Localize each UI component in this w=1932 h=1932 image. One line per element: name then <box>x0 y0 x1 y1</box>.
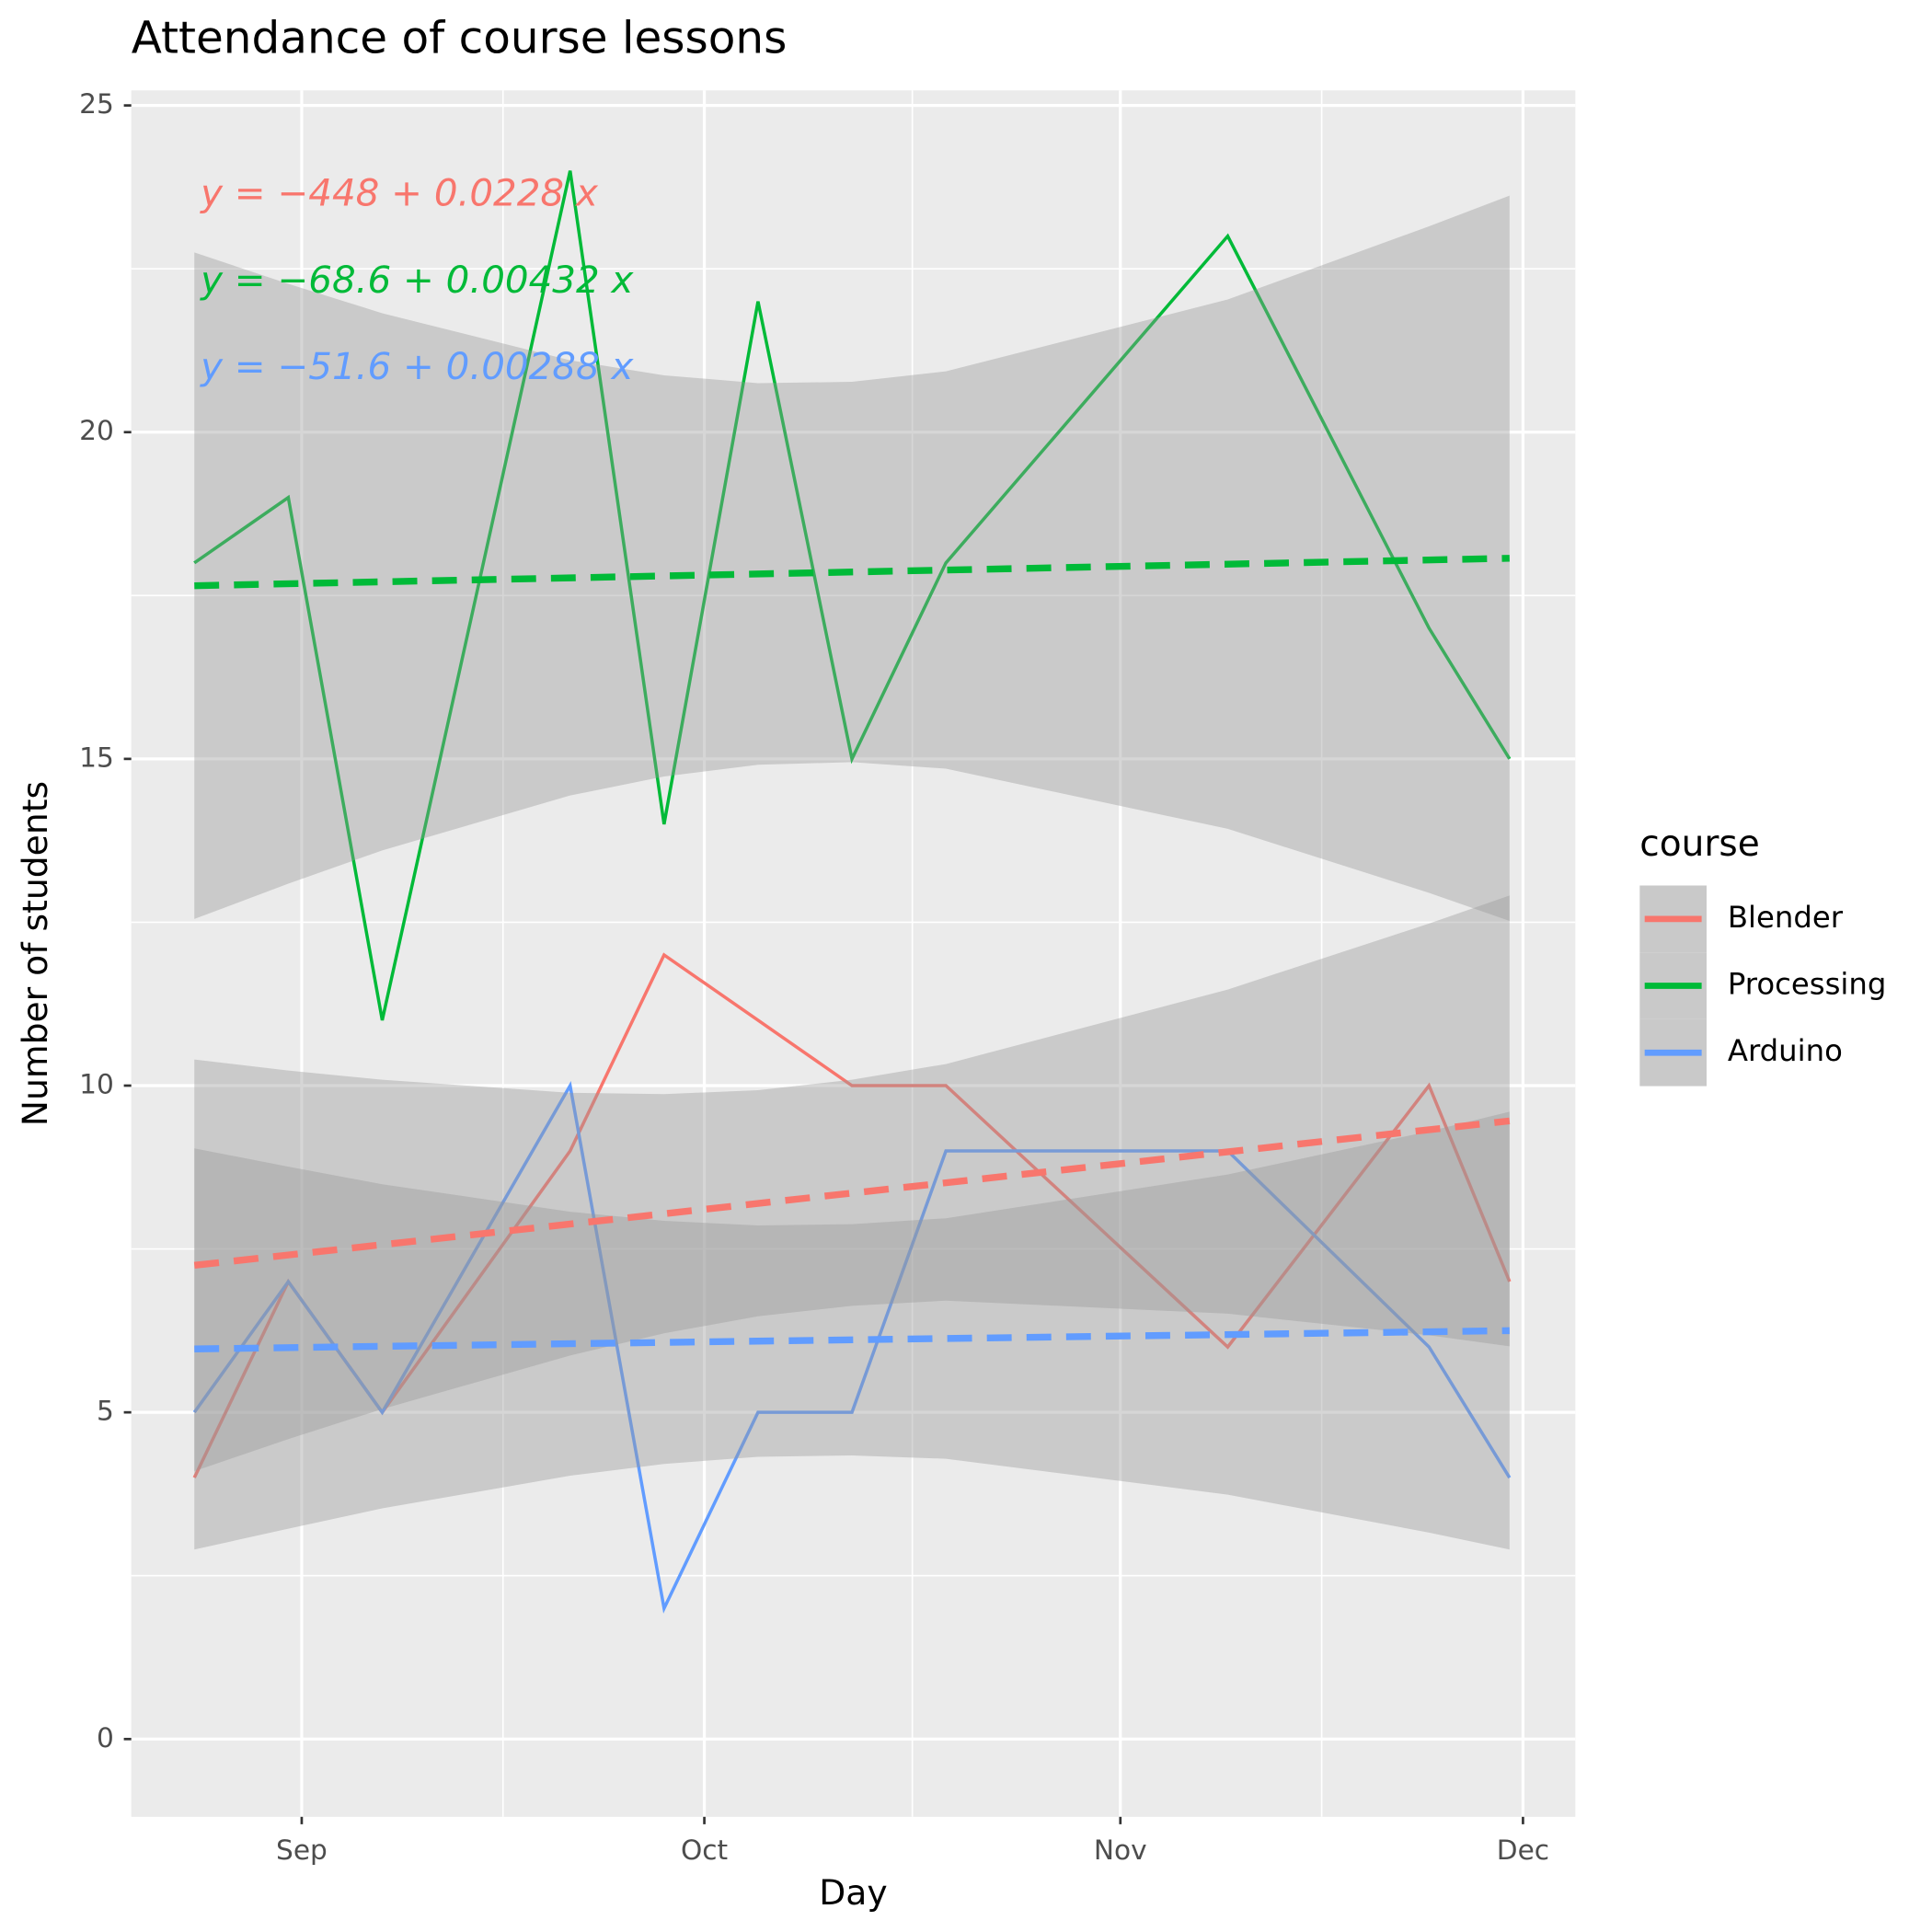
legend: Blender Processing Arduino <box>1639 885 1886 1087</box>
x-tick-label: Dec <box>1497 1834 1549 1866</box>
trend-line <box>194 555 1510 590</box>
x-tick-label: Nov <box>1094 1834 1147 1866</box>
legend-label: Blender <box>1728 900 1844 935</box>
x-tick-label: Sep <box>276 1834 328 1866</box>
series-line <box>193 170 1512 1021</box>
trend-line <box>194 1327 1510 1352</box>
y-tick-label: 25 <box>79 88 114 120</box>
legend-title: course <box>1639 823 1759 865</box>
y-tick-label: 0 <box>97 1722 114 1754</box>
marks: y = −448 + 0.0228 x y = −68.6 + 0.00432 x… <box>192 170 1512 1614</box>
y-tick-label: 15 <box>79 742 114 773</box>
chart-title: Attendance of course lessons <box>132 12 788 63</box>
series-line <box>192 1080 1512 1614</box>
equation-label: y = −448 + 0.0228 x <box>200 172 599 215</box>
confidence-band <box>194 1111 1510 1550</box>
y-axis-title: Number of students <box>15 781 55 1126</box>
panel <box>131 90 1576 1817</box>
equation-label: y = −68.6 + 0.00432 x <box>200 259 634 302</box>
y-tick-label: 20 <box>79 415 114 446</box>
x-axis-title: Day <box>819 1872 887 1913</box>
y-tick-label: 10 <box>79 1069 114 1100</box>
confidence-band <box>194 195 1510 922</box>
confidence-band <box>194 895 1510 1472</box>
legend-label: Processing <box>1728 967 1886 1002</box>
trend-line <box>193 1117 1511 1270</box>
y-tick-label: 5 <box>97 1396 114 1427</box>
equation-label: y = −51.6 + 0.00288 x <box>200 345 634 388</box>
x-tick-label: Oct <box>681 1834 728 1866</box>
legend-label: Arduino <box>1728 1033 1843 1068</box>
